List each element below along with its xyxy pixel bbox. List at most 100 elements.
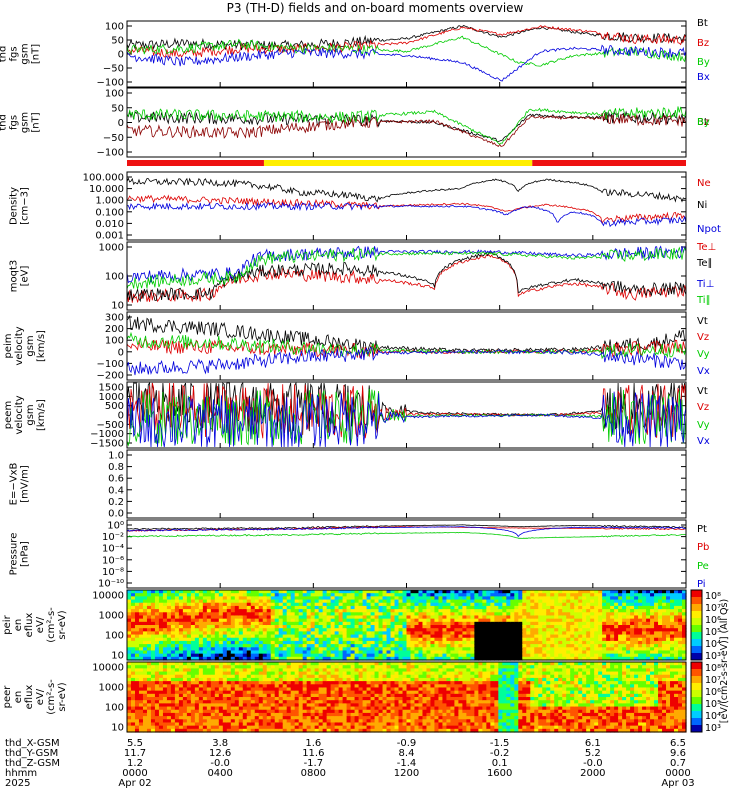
heatmap-cell [290,605,296,610]
heatmap-cell [166,656,172,661]
heatmap-cell [466,602,471,607]
heatmap-cell [582,609,587,613]
y-axis-label: [cm−3] [20,187,31,225]
heatmap-cell [174,637,180,642]
heatmap-cell [190,615,196,620]
legend-Bz: Bz [697,117,709,128]
heatmap-cell [202,728,208,733]
heatmap-cell [254,677,260,682]
heatmap-cell [162,634,168,639]
heatmap-cell [398,677,404,682]
heatmap-cell [446,640,452,645]
heatmap-cell [406,728,412,733]
heatmap-cell [538,631,543,636]
heatmap-cell [594,625,599,629]
heatmap-cell [634,609,639,613]
heatmap-cell [166,599,172,604]
heatmap-cell [394,687,400,692]
heatmap-cell [414,650,420,655]
heatmap-cell [370,596,376,601]
heatmap-cell [342,700,348,704]
heatmap-cell [390,665,396,669]
heatmap-cell [218,693,224,698]
heatmap-cell [298,693,304,698]
legend-Npot: Npot [697,224,721,235]
heatmap-cell [262,637,268,642]
heatmap-cell [326,647,332,652]
heatmap-cell [230,709,236,714]
heatmap-cell [206,637,212,642]
heatmap-cell [350,605,356,610]
heatmap-cell [378,677,384,682]
heatmap-cell [310,700,316,704]
heatmap-cell [406,716,412,720]
heatmap-cell [682,590,687,594]
heatmap-cell [226,712,232,717]
heatmap-cell [394,722,400,727]
heatmap-cell [394,612,400,617]
heatmap-cell [466,653,471,658]
heatmap-cell [526,644,531,648]
heatmap-cell [322,690,328,695]
heatmap-cell [218,662,224,666]
heatmap-cell [174,687,180,692]
heatmap-cell [382,697,388,701]
heatmap-cell [486,656,491,661]
heatmap-cell [262,712,268,717]
heatmap-cell [642,621,647,626]
heatmap-cell [310,628,316,632]
heatmap-cell [518,625,523,629]
heatmap-cell [234,674,240,679]
heatmap-cell [334,709,340,714]
heatmap-cell [170,703,176,708]
heatmap-cell [350,716,356,720]
heatmap-cell [666,621,671,626]
heatmap-cell [474,656,479,661]
heatmap-cell [494,612,499,617]
heatmap-cell [594,590,599,594]
y-tick-label: 1000 [99,392,124,403]
heatmap-cell [338,625,344,629]
heatmap-cell [322,719,328,724]
heatmap-cell [134,618,140,623]
heatmap-cell [366,697,372,701]
heatmap-cell [138,728,144,733]
heatmap-cell [258,703,264,708]
heatmap-cell [186,625,192,629]
heatmap-cell [350,656,356,661]
heatmap-cell [186,687,192,692]
heatmap-cell [226,700,232,704]
heatmap-cell [138,625,144,629]
heatmap-cell [438,625,444,629]
heatmap-cell [342,602,348,607]
heatmap-cell [226,665,232,669]
heatmap-cell [342,703,348,708]
heatmap-cell [302,677,308,682]
heatmap-cell [142,722,148,727]
heatmap-cell [150,599,156,604]
heatmap-cell [230,681,236,685]
heatmap-cell [338,621,344,626]
heatmap-cell [127,631,132,636]
heatmap-cell [402,719,408,724]
heatmap-cell [426,615,432,620]
heatmap-cell [202,644,208,648]
heatmap-cell [674,625,679,629]
heatmap-cell [146,712,152,717]
heatmap-cell [166,662,172,666]
heatmap-cell [358,618,364,623]
heatmap-cell [127,722,132,727]
heatmap-cell [362,640,368,645]
heatmap-cell [546,628,551,632]
heatmap-cell [170,677,176,682]
heatmap-cell [186,609,192,613]
heatmap-cell [194,725,200,730]
legend-Te∥: Te∥ [696,258,713,269]
heatmap-cell [678,605,683,610]
heatmap-cell [562,640,567,645]
heatmap-cell [278,650,284,655]
heatmap-cell [210,596,216,601]
heatmap-cell [566,656,571,661]
heatmap-cell [486,621,491,626]
heatmap-cell [366,706,372,711]
